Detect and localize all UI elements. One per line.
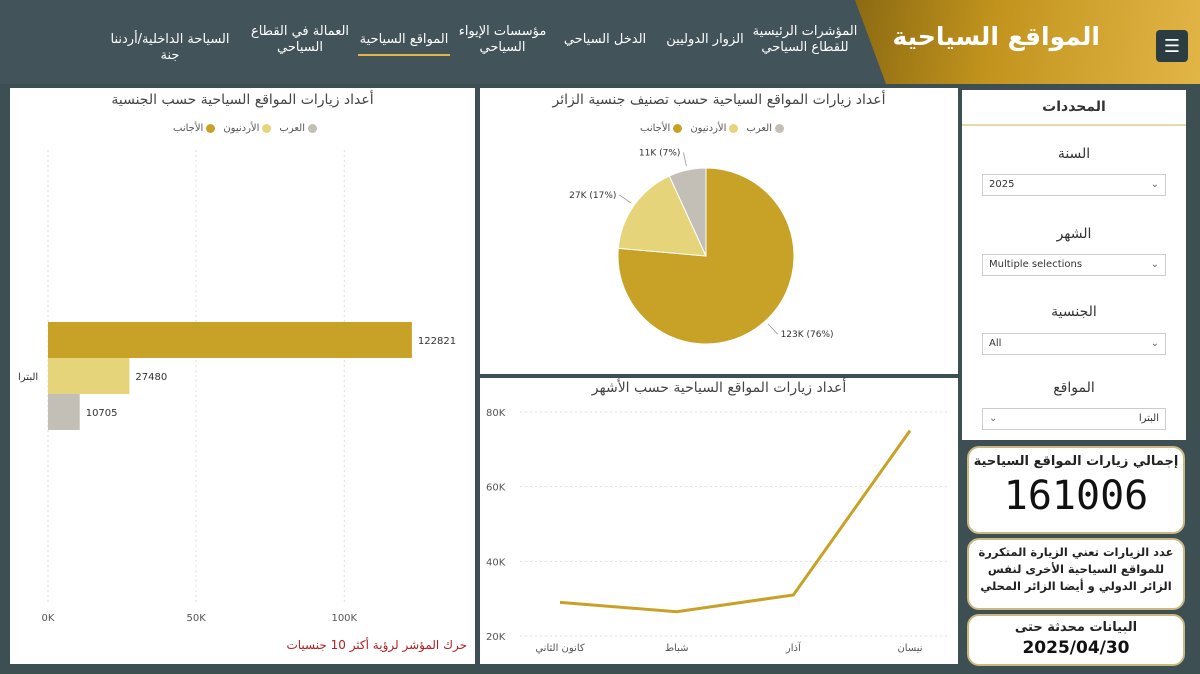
year-label: السنة bbox=[1057, 146, 1091, 162]
top-nav: المؤشرات الرئيسية للقطاع السياحي الزوار … bbox=[100, 18, 860, 68]
pie-legend-jordanians: الأردنيون bbox=[690, 123, 727, 134]
bar-x-tick: 100K bbox=[331, 613, 357, 624]
pie-data-label: 123K (76%) bbox=[781, 330, 834, 340]
update-date: 2025/04/30 bbox=[1022, 638, 1130, 658]
sites-select[interactable]: البترا ⌄ bbox=[982, 408, 1166, 430]
chevron-down-icon: ⌄ bbox=[1150, 179, 1159, 190]
total-visits-card: إجمالي زيارات المواقع السياحية 161006 bbox=[967, 446, 1185, 534]
month-value: Multiple selections bbox=[989, 259, 1083, 270]
pie-legend-foreigners: الأجانب bbox=[640, 123, 671, 134]
bar-category-label: البترا bbox=[18, 372, 38, 383]
line-chart-panel: أعداد زيارات المواقع السياحية حسب الأشهر… bbox=[480, 378, 958, 664]
bar-chart-title: أعداد زيارات المواقع السياحية حسب الجنسي… bbox=[111, 92, 374, 108]
total-visits-label: إجمالي زيارات المواقع السياحية bbox=[973, 454, 1179, 469]
top-bar: المواقع السياحية ☰ المؤشرات الرئيسية للق… bbox=[0, 0, 1200, 84]
pie-chart[interactable]: 123K (76%) 27K (17%) 11K (7%) bbox=[480, 88, 958, 374]
pie-slice-2[interactable] bbox=[668, 167, 707, 257]
line-y-tick: 20K bbox=[486, 632, 506, 643]
nav-item-key-indicators[interactable]: المؤشرات الرئيسية للقطاع السياحي bbox=[752, 24, 858, 55]
filters-title: المحددات bbox=[962, 90, 1186, 126]
bar-1[interactable] bbox=[48, 358, 130, 394]
month-label: الشهر bbox=[1056, 226, 1092, 242]
pie-chart-legend: العرب الأردنيون الأجانب bbox=[640, 123, 784, 134]
total-visits-value: 161006 bbox=[1003, 473, 1149, 519]
pie-data-label: 27K (17%) bbox=[569, 191, 616, 201]
line-chart-title: أعداد زيارات المواقع السياحية حسب الأشهر bbox=[591, 380, 847, 396]
pie-chart-panel: أعداد زيارات المواقع السياحية حسب تصنيف … bbox=[480, 88, 958, 374]
bar-x-tick: 50K bbox=[186, 613, 206, 624]
line-x-tick: شباط bbox=[665, 643, 689, 654]
sites-value: البترا bbox=[1138, 413, 1159, 424]
bar-hint: حرك المؤشر لرؤية أكثر 10 جنسيات bbox=[286, 638, 467, 652]
legend-jordanians: الأردنيون bbox=[223, 123, 260, 134]
chevron-down-icon: ⌄ bbox=[1150, 338, 1159, 349]
line-y-tick: 80K bbox=[486, 408, 506, 419]
line-x-tick: كانون الثاني bbox=[535, 643, 585, 654]
nav-item-domestic-tourism[interactable]: السياحة الداخلية/أردننا جنة bbox=[110, 32, 230, 63]
year-select[interactable]: 2025 ⌄ bbox=[982, 174, 1166, 196]
nav-item-tourism-income[interactable]: الدخل السياحي bbox=[563, 32, 647, 47]
bar-data-label: 27480 bbox=[135, 372, 167, 383]
nationality-select[interactable]: All ⌄ bbox=[982, 333, 1166, 355]
legend-arabs: العرب bbox=[279, 123, 305, 134]
filters-panel: المحددات السنة 2025 ⌄ الشهر Multiple sele… bbox=[962, 90, 1186, 440]
pie-chart-title: أعداد زيارات المواقع السياحية حسب تصنيف … bbox=[552, 92, 886, 108]
pie-leader-line bbox=[683, 152, 687, 167]
page-title: المواقع السياحية bbox=[892, 22, 1100, 51]
line-y-tick: 60K bbox=[486, 483, 506, 494]
line-y-tick: 40K bbox=[486, 557, 506, 568]
bar-x-tick: 0K bbox=[42, 613, 55, 624]
nav-item-employment[interactable]: العمالة في القطاع السياحي bbox=[250, 24, 350, 55]
update-label: البيانات محدثة حتى bbox=[1014, 620, 1138, 635]
month-select[interactable]: Multiple selections ⌄ bbox=[982, 254, 1166, 276]
nav-item-tourist-sites[interactable]: المواقع السياحية bbox=[358, 32, 450, 56]
line-x-tick: نيسان bbox=[897, 643, 922, 654]
bar-0[interactable] bbox=[48, 322, 412, 358]
pie-leader-line bbox=[619, 194, 632, 204]
hamburger-icon[interactable]: ☰ bbox=[1156, 30, 1188, 62]
pie-leader-line bbox=[767, 323, 778, 335]
brand-banner bbox=[855, 0, 1200, 84]
chevron-down-icon: ⌄ bbox=[1150, 259, 1159, 270]
update-card: البيانات محدثة حتى 2025/04/30 bbox=[967, 614, 1185, 666]
pie-data-label: 11K (7%) bbox=[639, 148, 681, 158]
pie-legend-arabs: العرب bbox=[746, 123, 772, 134]
note-card: عدد الزيارات تعني الزيارة المتكررة للموا… bbox=[967, 538, 1185, 610]
year-value: 2025 bbox=[989, 179, 1015, 190]
chevron-down-icon: ⌄ bbox=[989, 413, 998, 424]
nav-item-accommodation[interactable]: مؤسسات الإيواء السياحي bbox=[458, 24, 547, 55]
bar-chart[interactable]: 0K 50K 100K 122821 27480 10705 البترا bbox=[10, 88, 475, 664]
pie-slice-1[interactable] bbox=[617, 175, 707, 257]
bar-data-label: 122821 bbox=[418, 336, 456, 347]
bar-chart-panel: أعداد زيارات المواقع السياحية حسب الجنسي… bbox=[10, 88, 475, 664]
nav-item-international-visitors[interactable]: الزوار الدوليين bbox=[666, 32, 744, 47]
line-x-tick: آذار bbox=[785, 641, 802, 654]
nationality-label: الجنسية bbox=[1051, 304, 1097, 320]
bar-2[interactable] bbox=[48, 394, 80, 430]
legend-foreigners: الأجانب bbox=[173, 123, 204, 134]
sites-label: المواقع bbox=[1053, 380, 1095, 396]
bar-data-label: 10705 bbox=[86, 408, 118, 419]
note-text: عدد الزيارات تعني الزيارة المتكررة للموا… bbox=[978, 545, 1174, 593]
bar-chart-legend: العرب الأردنيون الأجانب bbox=[173, 123, 317, 134]
line-chart[interactable]: 20K 40K 60K 80K كانون الثاني شباط آذار نيسان bbox=[480, 378, 958, 664]
nationality-value: All bbox=[989, 338, 1002, 349]
line-series[interactable] bbox=[559, 429, 912, 614]
